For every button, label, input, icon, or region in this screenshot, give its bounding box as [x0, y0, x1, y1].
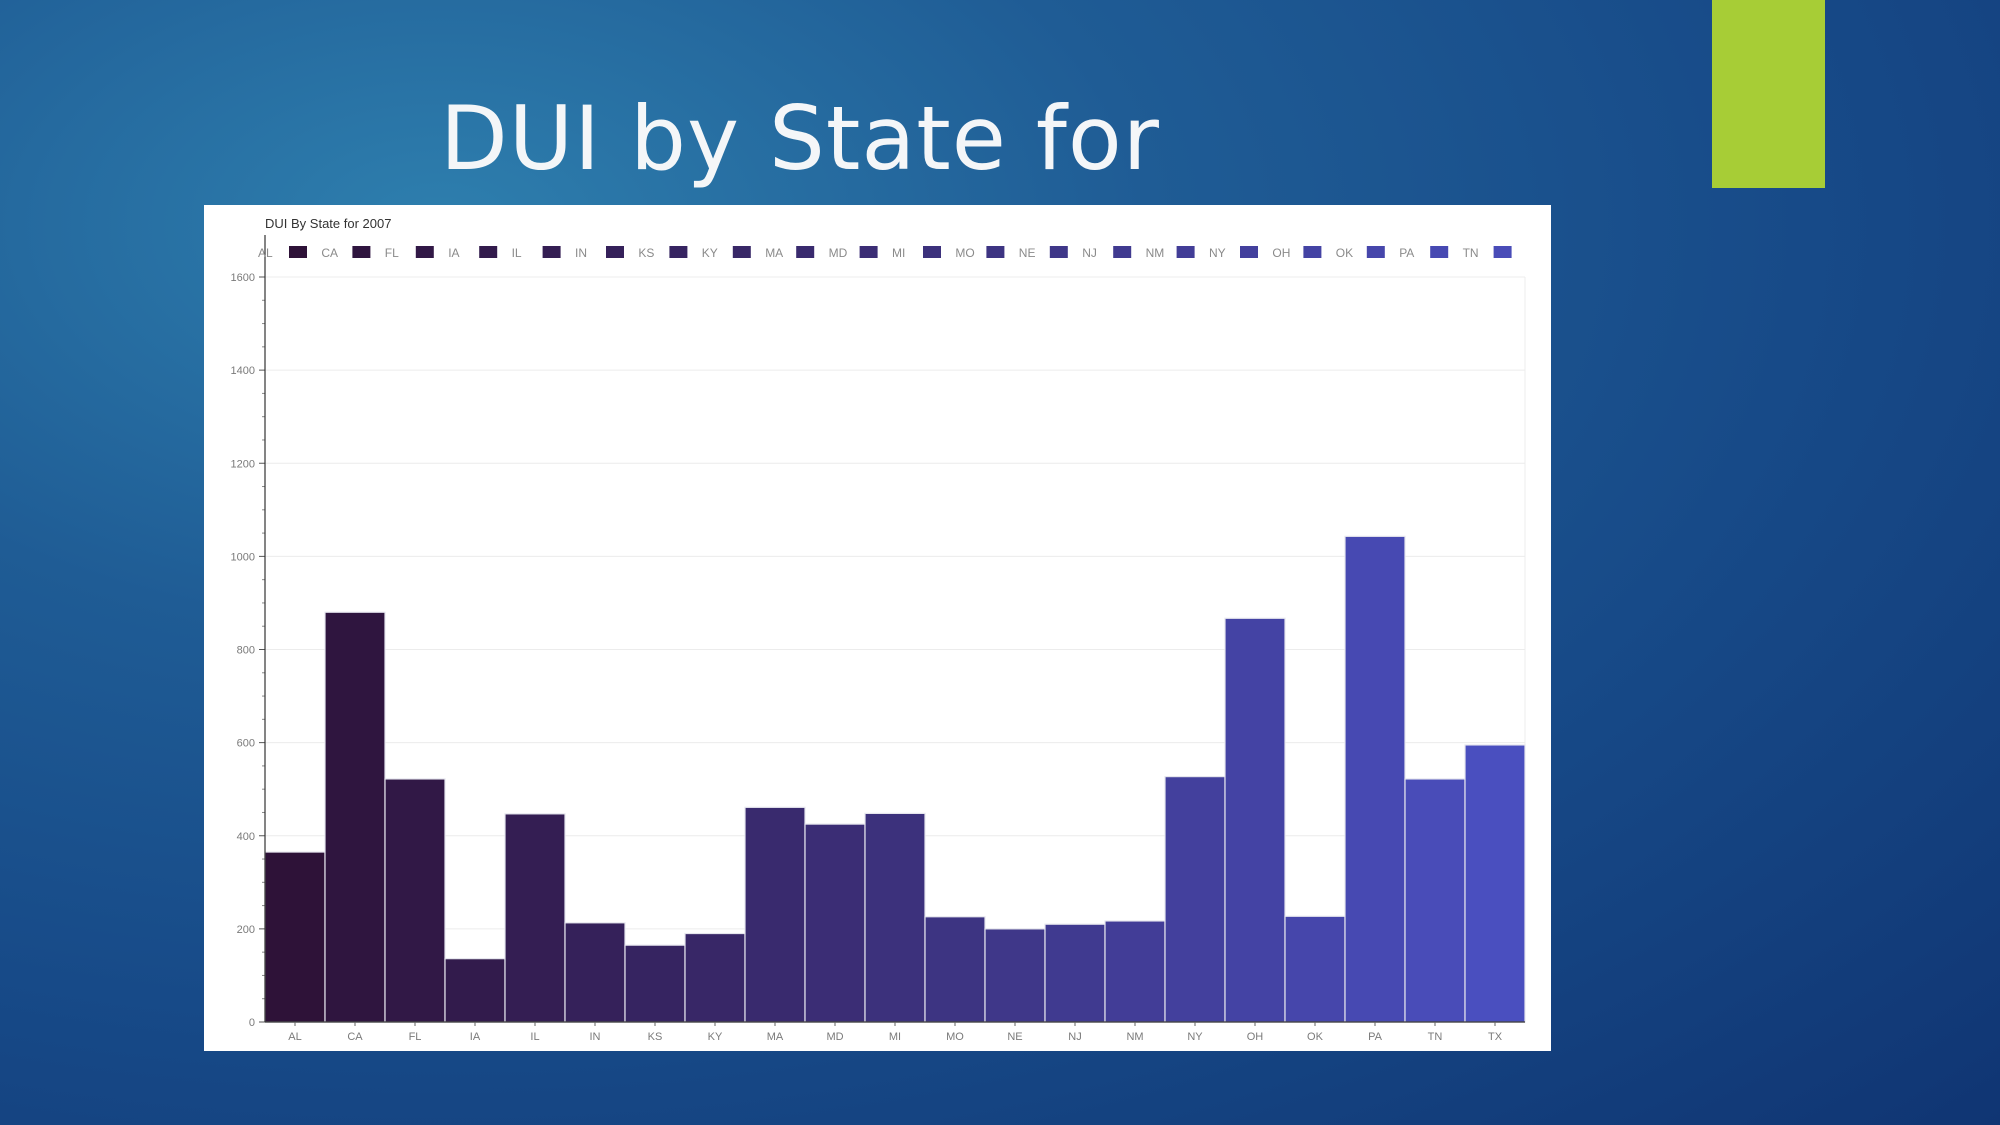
legend-swatch	[606, 246, 624, 258]
bar	[684, 932, 746, 1023]
y-tick-label: 800	[237, 645, 255, 657]
bars	[264, 535, 1526, 1023]
legend-swatch	[289, 246, 307, 258]
bar	[384, 778, 446, 1023]
accent-bar	[1712, 0, 1825, 188]
legend-swatch	[415, 246, 434, 258]
legend-swatch	[1366, 246, 1385, 258]
bar	[564, 922, 626, 1023]
legend-label: IA	[448, 246, 459, 260]
legend-swatch	[1176, 246, 1195, 258]
legend-swatch	[669, 246, 688, 258]
x-tick-label: NE	[1007, 1031, 1022, 1043]
y-tick-label: 400	[237, 831, 255, 843]
legend-label: KS	[638, 246, 654, 260]
legend-swatch	[352, 246, 371, 258]
y-tick-label: 1600	[231, 272, 255, 284]
bar	[444, 958, 506, 1023]
x-tick-label: IN	[590, 1031, 601, 1043]
x-tick-label: AL	[288, 1031, 301, 1043]
bar	[1404, 778, 1466, 1023]
x-tick-label: NJ	[1068, 1031, 1081, 1043]
legend-label: MI	[892, 246, 905, 260]
legend-swatch	[1113, 246, 1132, 258]
gridlines	[265, 276, 1526, 1022]
x-tick-label: MO	[946, 1031, 964, 1043]
legend-swatch	[923, 246, 941, 258]
bar	[744, 806, 806, 1023]
chart-title: DUI By State for 2007	[265, 216, 391, 231]
x-tick-label: FL	[409, 1031, 422, 1043]
x-tick-label: TX	[1488, 1031, 1503, 1043]
y-tick-label: 0	[249, 1017, 255, 1029]
legend-swatch	[1493, 246, 1512, 258]
legend-swatch	[479, 246, 498, 258]
bar	[1344, 535, 1406, 1023]
x-tick-label: KS	[648, 1031, 663, 1043]
legend-label: CA	[321, 246, 338, 260]
legend-swatch	[542, 246, 561, 258]
bar	[804, 823, 866, 1023]
x-tick-label: PA	[1368, 1031, 1383, 1043]
legend-label: MO	[955, 246, 974, 260]
bar	[864, 812, 926, 1023]
x-tick-label: CA	[347, 1031, 363, 1043]
bar	[984, 928, 1046, 1023]
bar-chart: DUI By State for 2007 0 200 400 600 800 1000 1…	[231, 216, 1526, 1043]
y-tick-label: 600	[237, 738, 255, 750]
legend-label: MA	[765, 246, 783, 260]
bar	[924, 916, 986, 1023]
legend-swatch	[1049, 246, 1068, 258]
legend: AL CA FL IA IL IN KS KY MA MD MI MO NE NJ NM NY OH OK PA TN	[258, 246, 1512, 260]
y-tick-label: 1000	[231, 551, 255, 563]
bar	[1284, 915, 1346, 1023]
bar	[324, 611, 386, 1023]
legend-swatch	[1303, 246, 1322, 258]
y-tick-label: 1400	[231, 365, 255, 377]
x-tick-label: OH	[1247, 1031, 1264, 1043]
bar	[1164, 776, 1226, 1023]
legend-label: IN	[575, 246, 587, 260]
legend-label: AL	[258, 246, 273, 260]
legend-label: NY	[1209, 246, 1226, 260]
legend-swatch	[732, 246, 751, 258]
legend-swatch	[1240, 246, 1258, 258]
x-tick-label: IA	[470, 1031, 481, 1043]
bar	[1044, 923, 1106, 1023]
legend-label: MD	[829, 246, 848, 260]
x-tick-label: KY	[708, 1031, 723, 1043]
bar	[1464, 744, 1526, 1023]
legend-swatch	[796, 246, 815, 258]
bar	[264, 851, 326, 1023]
legend-label: IL	[512, 246, 522, 260]
legend-label: NM	[1146, 246, 1165, 260]
legend-label: TN	[1463, 246, 1479, 260]
legend-label: OK	[1336, 246, 1353, 260]
bar	[1224, 617, 1286, 1023]
x-tick-label: IL	[530, 1031, 539, 1043]
legend-label: NE	[1019, 246, 1036, 260]
legend-label: OH	[1272, 246, 1290, 260]
legend-label: PA	[1399, 246, 1414, 260]
y-tick-label: 200	[237, 924, 255, 936]
legend-label: FL	[385, 246, 399, 260]
legend-label: NJ	[1082, 246, 1097, 260]
bar	[1104, 920, 1166, 1023]
chart-panel: DUI By State for 2007 0 200 400 600 800 1000 1…	[204, 205, 1551, 1051]
legend-swatch	[986, 246, 1005, 258]
bar	[624, 944, 686, 1023]
x-tick-label: NM	[1126, 1031, 1143, 1043]
x-tick-label: MD	[826, 1031, 843, 1043]
legend-label: KY	[702, 246, 718, 260]
x-tick-label: MA	[767, 1031, 784, 1043]
legend-swatch	[1430, 246, 1449, 258]
x-tick-label: OK	[1307, 1031, 1324, 1043]
legend-swatch	[859, 246, 878, 258]
x-tick-label: MI	[889, 1031, 901, 1043]
bar	[504, 813, 566, 1023]
y-tick-label: 1200	[231, 458, 255, 470]
x-tick-label: NY	[1187, 1031, 1203, 1043]
x-tick-label: TN	[1428, 1031, 1443, 1043]
